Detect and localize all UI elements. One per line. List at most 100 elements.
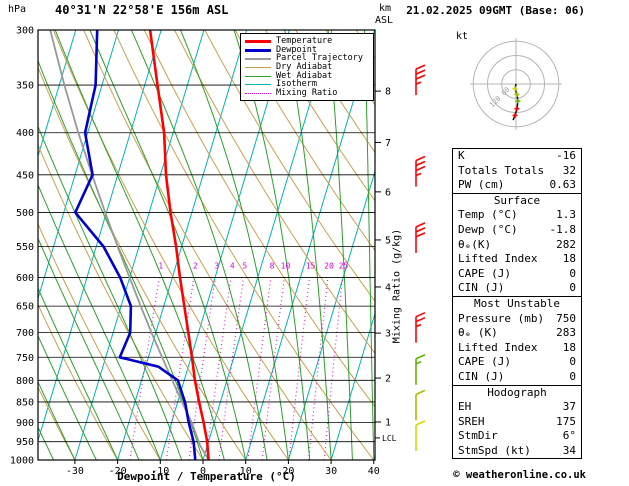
sounding-curves <box>49 30 210 460</box>
hodograph-axis-label: 60 <box>500 86 512 98</box>
stat-row: θₑ (K) 283 <box>453 326 581 341</box>
stat-value: 18 <box>562 252 576 266</box>
legend-item-dry-adiabat: Dry Adiabat <box>245 63 369 72</box>
stat-label: CIN (J) <box>458 369 505 383</box>
plot-border <box>37 29 376 461</box>
wind-barb <box>415 155 426 187</box>
altitude-unit-asl-label: ASL <box>375 15 394 26</box>
stat-row: Totals Totals 32 <box>453 164 581 179</box>
stat-value: -1.8 <box>549 222 577 236</box>
temp-label: 0 <box>200 466 206 477</box>
stat-value: 32 <box>562 163 576 177</box>
stat-label: CAPE (J) <box>458 266 511 280</box>
stat-value: 175 <box>556 414 576 428</box>
stat-label: CIN (J) <box>458 281 505 295</box>
km-label: 2 <box>385 374 391 385</box>
stat-row: Dewp (°C) -1.8 <box>453 223 581 238</box>
wet-adiabat-line-swatch <box>245 75 271 77</box>
stat-value: 34 <box>562 443 576 457</box>
mixing-ratio-line-swatch <box>245 92 271 94</box>
mixing-ratio-label: 1 <box>158 262 163 271</box>
temp-label: -10 <box>151 466 169 477</box>
pressure-label: 600 <box>16 273 34 284</box>
pressure-label: 500 <box>16 208 34 219</box>
surface-box: Surface Temp (°C) 1.3 Dewp (°C) -1.8 θₑ(… <box>452 192 582 297</box>
stat-value: 0 <box>569 369 576 383</box>
legend-item-mixing-ratio: Mixing Ratio <box>245 89 369 98</box>
hodograph-unit-label: kt <box>456 31 469 42</box>
stat-label: Temp (°C) <box>458 208 518 222</box>
stat-label: Totals Totals <box>458 163 545 177</box>
stat-value: 1.3 <box>556 208 576 222</box>
stats-panel: K -16 Totals Totals 32 PW (cm) 0.63 Surf… <box>452 148 582 460</box>
dewpoint-curve <box>74 30 197 460</box>
wind-barbs <box>415 64 426 451</box>
lcl-label: LCL <box>382 434 397 443</box>
pressure-label: 850 <box>16 397 34 408</box>
pressure-label: 350 <box>16 81 34 92</box>
wind-barb <box>415 222 426 253</box>
pressure-label: 400 <box>16 128 34 139</box>
pressure-axis-labels: 300 350 400 450 500 550 600 650 700 750 800 850 900 9… <box>10 26 34 467</box>
legend-label: Wet Adiabat <box>276 70 333 81</box>
stat-label: PW (cm) <box>458 178 505 192</box>
stat-value: 0 <box>569 281 576 295</box>
x-axis-title: Dewpoint / Temperature (°C) <box>117 470 296 483</box>
stat-label: K <box>458 149 465 162</box>
temperature-curve <box>148 30 210 460</box>
mixing-ratio-label: 5 <box>242 262 247 271</box>
stat-label: θₑ(K) <box>458 237 492 251</box>
km-label: 6 <box>385 187 391 198</box>
section-title: Most Unstable <box>473 296 561 310</box>
pressure-label: 650 <box>16 302 34 313</box>
stat-value: 37 <box>562 400 576 414</box>
temp-label: 20 <box>282 466 294 477</box>
stat-row: StmSpd (kt) 34 <box>453 444 581 459</box>
most-unstable-box: Most Unstable Pressure (mb) 750 θₑ (K) 2… <box>452 295 582 386</box>
stat-row: StmDir 6° <box>453 429 581 444</box>
stat-value: 6° <box>562 429 576 443</box>
wind-barb <box>415 64 426 96</box>
stat-label: Dewp (°C) <box>458 222 518 236</box>
wind-barb <box>415 420 426 451</box>
pressure-label: 900 <box>16 418 34 429</box>
legend-item-dewpoint: Dewpoint <box>245 44 369 55</box>
stat-label: EH <box>458 400 472 414</box>
km-label: 8 <box>385 87 391 98</box>
stat-label: SREH <box>458 414 485 428</box>
datetime-title: 21.02.2025 09GMT (Base: 06) <box>406 4 585 17</box>
pressure-label: 300 <box>16 26 34 37</box>
temperature-line-swatch <box>245 39 271 43</box>
temp-axis-labels: -30 -20 -10 0 10 20 30 40 <box>66 460 380 477</box>
legend-label: Dewpoint <box>276 44 317 55</box>
km-axis-labels: 8 7 6 5 4 3 2 1 LCL <box>375 87 397 443</box>
legend-label: Mixing Ratio <box>276 88 338 99</box>
mixing-ratio-axis-title: Mixing Ratio (g/kg) <box>391 228 403 344</box>
stat-row: EH 37 <box>453 400 581 415</box>
stat-value: 750 <box>556 311 576 325</box>
stat-value: -16 <box>556 149 576 162</box>
dry-adiabat-line-swatch <box>245 66 271 68</box>
legend-item-parcel-trajectory: Parcel Trajectory <box>245 54 369 63</box>
copyright-text: © weatheronline.co.uk <box>453 469 586 481</box>
pressure-label: 1000 <box>10 456 34 467</box>
section-title: Surface <box>493 193 541 207</box>
mixing-ratio-label: 2 <box>193 262 198 271</box>
km-label: 3 <box>385 329 391 340</box>
wind-barb <box>415 311 426 343</box>
section-title: Hodograph <box>487 385 547 399</box>
legend-item-isotherm: Isotherm <box>245 80 369 89</box>
chart-legend: Temperature Dewpoint Parcel Trajectory D… <box>240 33 374 101</box>
stat-value: 18 <box>562 340 576 354</box>
pressure-label: 450 <box>16 170 34 181</box>
temp-label: 30 <box>325 466 337 477</box>
temp-label: 40 <box>368 466 380 477</box>
stat-row: K -16 <box>453 149 581 164</box>
mixing-ratio-label: 8 <box>270 262 275 271</box>
stat-row: CIN (J) 0 <box>453 370 581 385</box>
stat-row: PW (cm) 0.63 <box>453 178 581 193</box>
legend-label: Parcel Trajectory <box>276 53 363 64</box>
mixing-ratio-label: 10 <box>281 262 291 271</box>
